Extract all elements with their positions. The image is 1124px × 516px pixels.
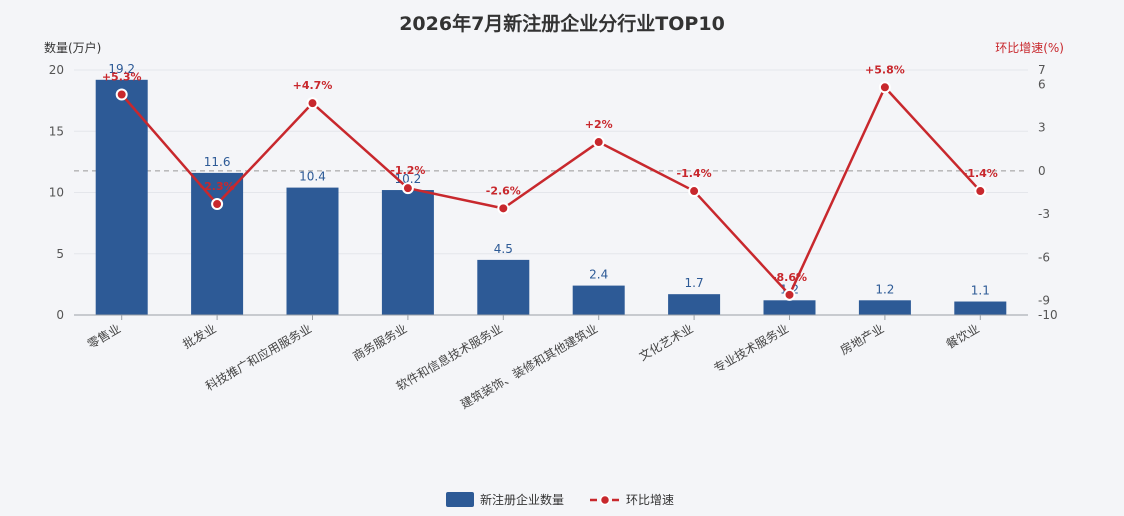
growth-point [878, 81, 891, 94]
x-tick-label: 文化艺术业 [636, 321, 695, 364]
growth-point [306, 97, 319, 110]
y-left-tick-label: 10 [49, 186, 64, 200]
bar [286, 187, 339, 315]
growth-point [497, 202, 510, 215]
y-right-tick-label: 7 [1038, 63, 1046, 77]
y-axis-left-label: 数量(万户) [44, 40, 101, 55]
y-right-tick-label: -10 [1038, 308, 1058, 322]
y-right-tick-label: 6 [1038, 77, 1046, 91]
y-right-tick-label: -9 [1038, 294, 1050, 308]
x-tick-label: 房地产业 [837, 321, 886, 358]
y-right-tick-label: -3 [1038, 207, 1050, 221]
y-left-tick-label: 20 [49, 63, 64, 77]
y-axis-right-label: 环比增速(%) [995, 41, 1064, 55]
bar [572, 285, 625, 315]
y-left-tick-label: 15 [49, 124, 64, 138]
growth-point [783, 288, 796, 301]
growth-point [592, 136, 605, 149]
bar-value-label: 1.1 [971, 284, 990, 298]
x-tick-label: 餐饮业 [943, 321, 982, 352]
legend-bar-label: 新注册企业数量 [480, 492, 564, 507]
growth-point [688, 185, 701, 198]
chart-title: 2026年7月新注册企业分行业TOP10 [399, 12, 725, 35]
growth-value-label: +4.7% [293, 79, 333, 92]
x-tick-label: 商务服务业 [350, 321, 409, 364]
growth-value-label: -1.4% [677, 167, 712, 180]
bar [668, 294, 721, 315]
growth-value-label: -1.4% [963, 167, 998, 180]
growth-value-label: -2.6% [486, 184, 521, 197]
bar [477, 259, 530, 315]
growth-value-label: -2.3% [200, 180, 235, 193]
x-tick-label: 批发业 [180, 321, 219, 352]
growth-value-label: -8.6% [772, 271, 807, 284]
bar [763, 300, 816, 315]
x-tick-label: 零售业 [85, 321, 124, 352]
legend-bar-swatch [446, 492, 474, 507]
growth-value-label: +2% [585, 118, 613, 131]
legend: 新注册企业数量 环比增速 [446, 492, 674, 507]
growth-point [974, 185, 987, 198]
bar [191, 172, 244, 315]
y-left-tick-label: 0 [56, 308, 64, 322]
bar [381, 190, 434, 315]
bar-value-label: 2.4 [589, 268, 608, 282]
growth-value-label: +5.8% [865, 63, 905, 76]
growth-value-label: -1.2% [390, 164, 425, 177]
line-series: +5.3% -2.3% +4.7% -1.2% -2.6% +2% -1.4% -8.6% +5… [102, 63, 998, 301]
bar-series: 19.211.610.410.24.52.41.71.21.21.1 [95, 62, 1007, 315]
legend-line-label: 环比增速 [626, 493, 674, 507]
bar-value-label: 19.2 [108, 62, 135, 76]
growth-line [120, 86, 982, 297]
y-left-tick-label: 5 [56, 247, 64, 261]
bar [95, 79, 148, 315]
bar-value-label: 4.5 [494, 242, 513, 256]
bar [954, 301, 1007, 315]
growth-point [115, 88, 128, 101]
bar [858, 300, 911, 315]
growth-value-label: +5.3% [102, 71, 142, 84]
legend-line-marker [599, 494, 611, 506]
growth-point [401, 182, 414, 195]
x-tick-label: 科技推广和应用服务业 [203, 321, 314, 394]
y-right-tick-label: 0 [1038, 164, 1046, 178]
growth-point [211, 198, 224, 211]
bar-value-label: 11.6 [204, 155, 231, 169]
y-right-tick-label: 3 [1038, 121, 1046, 135]
bar-value-label: 10.4 [299, 170, 326, 184]
y-right-tick-label: -6 [1038, 250, 1050, 264]
x-tick-label: 专业技术服务业 [711, 321, 791, 376]
bar-value-label: 1.7 [685, 276, 704, 290]
bar-value-label: 1.2 [875, 282, 894, 296]
